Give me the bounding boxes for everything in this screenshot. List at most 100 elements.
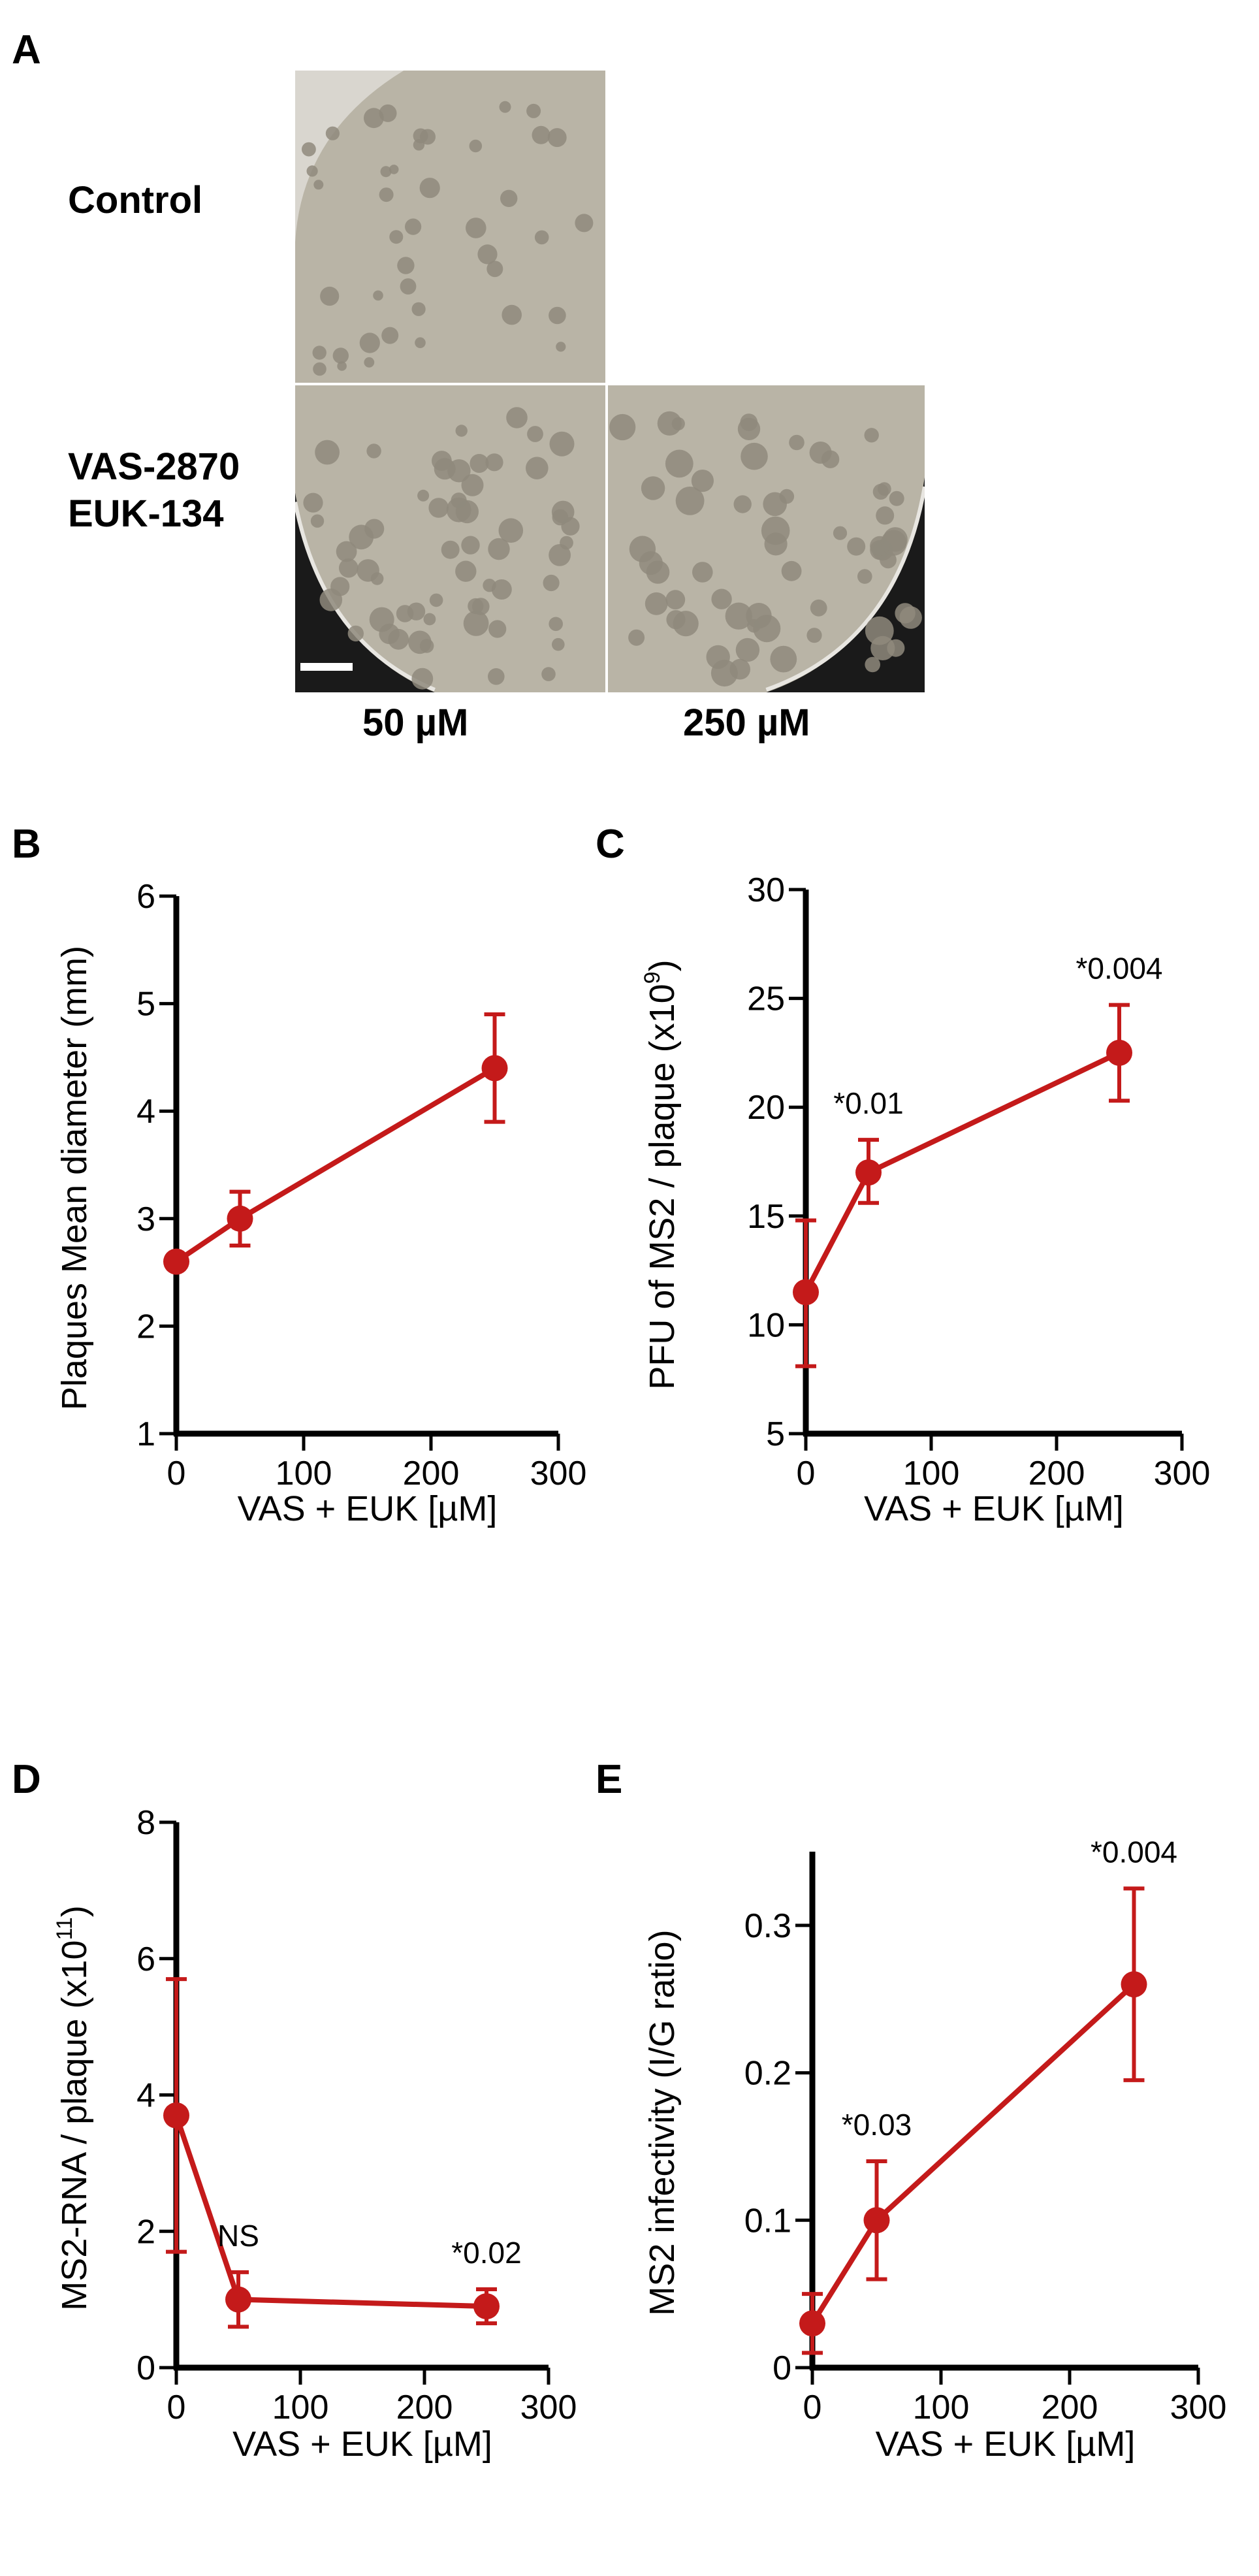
plaque (549, 544, 571, 566)
plaque (359, 332, 380, 353)
plaque (303, 492, 323, 513)
significance-label: *0.02 (451, 2236, 521, 2270)
x-tick-label: 200 (1028, 1455, 1085, 1492)
plaque (408, 630, 432, 654)
plaque (657, 411, 682, 436)
data-point (855, 1159, 882, 1186)
y-tick-label: 4 (136, 2077, 155, 2115)
plaque (541, 667, 556, 681)
plaque (485, 453, 503, 472)
y-tick-label: 15 (747, 1198, 785, 1236)
plaque (423, 613, 436, 626)
plaque (665, 590, 686, 610)
plaque (336, 541, 357, 562)
x-tick-label: 300 (530, 1455, 587, 1492)
agar-background (295, 71, 605, 383)
y-tick-label: 5 (766, 1415, 785, 1453)
plaque (779, 489, 795, 504)
panel-a-letter: A (12, 27, 41, 72)
plaque (364, 357, 375, 368)
plaque (380, 166, 392, 178)
plaque (781, 560, 802, 581)
plaque (357, 559, 379, 582)
plaque (806, 628, 822, 643)
y-tick-label: 20 (747, 1089, 785, 1127)
plaque (486, 261, 503, 278)
plaque (870, 536, 890, 556)
plaque (488, 620, 507, 638)
plaque (405, 218, 422, 235)
panel-letter: C (596, 822, 625, 867)
plaque (534, 230, 549, 245)
y-tick-label: 6 (136, 878, 155, 916)
y-tick-label: 0 (136, 2349, 155, 2387)
y-tick-label: 2 (136, 1308, 155, 1345)
plaque (499, 101, 511, 113)
y-axis-label: MS2 infectivity (I/G ratio) (643, 1929, 682, 2315)
y-tick-label: 8 (136, 1804, 155, 1842)
plaque (789, 434, 805, 451)
plaque (810, 599, 827, 617)
y-axis-label: PFU of MS2 / plaque (x109) (640, 959, 682, 1389)
plaque (420, 129, 436, 145)
chart-panel-d: D 0 2 4 6 8 0 100 200 300 VAS + EUK [µM] MS2-RNA / … (12, 1757, 577, 2464)
plaque (556, 342, 566, 352)
data-point (863, 2207, 890, 2234)
plaque (417, 489, 430, 502)
plaque (337, 361, 347, 371)
x-tick-label: 300 (1170, 2389, 1227, 2426)
plaque (366, 443, 381, 459)
plaque (466, 217, 486, 238)
plaque (628, 629, 645, 646)
plaque (347, 625, 364, 642)
plaque (729, 658, 750, 680)
plaque (609, 413, 636, 441)
dish-edge (295, 71, 404, 242)
plaque (500, 189, 518, 207)
dish-edge (295, 502, 436, 692)
plaque (527, 426, 543, 442)
plaque (552, 509, 569, 526)
panel-letter: E (596, 1757, 622, 1802)
plaque (432, 451, 452, 471)
plaque (389, 165, 399, 174)
plaque (389, 230, 404, 244)
control-plate-image (295, 71, 605, 383)
plaque (889, 491, 904, 506)
plaque (764, 532, 788, 556)
plaque (339, 558, 359, 578)
y-axis-label-exponent: 11 (52, 1917, 77, 1940)
plaque (549, 431, 575, 457)
data-point (163, 2102, 189, 2129)
x-tick-label: 0 (797, 1455, 816, 1492)
plaque (872, 483, 889, 500)
plaque (451, 492, 467, 509)
plaque (833, 526, 848, 540)
plaque (629, 536, 656, 562)
dish-edge (765, 486, 925, 692)
series-line (174, 2114, 487, 2310)
x-tick-label: 200 (396, 2389, 453, 2426)
plaque (469, 139, 483, 153)
plaque (770, 645, 797, 673)
plaque (320, 286, 340, 306)
plaque (441, 540, 460, 559)
x-tick-label: 100 (913, 2389, 970, 2426)
series-line (174, 1065, 496, 1264)
y-tick-label: 0.1 (744, 2202, 791, 2240)
control-row-label: Control (68, 179, 203, 221)
plaque (364, 519, 385, 539)
plaque (737, 417, 761, 440)
plaque (711, 588, 732, 609)
plaque (315, 440, 340, 465)
plaque (665, 449, 693, 478)
data-point (473, 2293, 500, 2320)
plaque (857, 569, 872, 584)
y-axis-label-text: Plaques Mean diameter (mm) (55, 946, 94, 1410)
plaque (646, 560, 670, 584)
plaque (491, 579, 512, 600)
plaque (549, 306, 566, 325)
plaque (388, 628, 409, 650)
x-tick-label: 200 (403, 1455, 460, 1492)
